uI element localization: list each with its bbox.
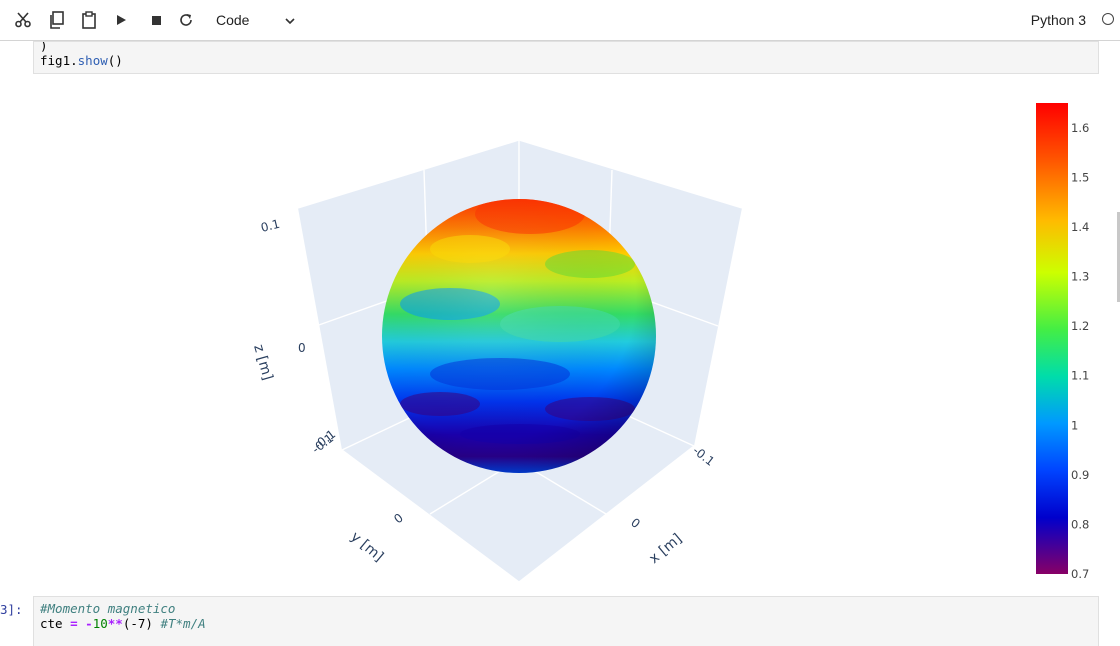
colorbar-ticks: 1.6 1.5 1.4 1.3 1.2 1.1 1 0.9 0.8 0.7: [1071, 121, 1089, 581]
x-axis-title: x [m]: [646, 531, 685, 567]
colorbar-tick-label: 1.1: [1071, 369, 1089, 383]
colorbar-tick-label: 1.2: [1071, 319, 1089, 333]
x-tick-0: 0: [628, 515, 643, 531]
code-minus: -: [85, 616, 93, 631]
code-exp: (-7): [122, 616, 153, 631]
copy-icon[interactable]: [46, 9, 68, 31]
colorbar-tick-label: 0.8: [1071, 517, 1089, 531]
colorbar-tick-label: 0.9: [1071, 468, 1089, 482]
sphere-surface[interactable]: [382, 194, 656, 473]
z-axis-title: z [m]: [250, 343, 275, 382]
colorbar-tick-label: 1.3: [1071, 270, 1089, 284]
code-fragment: ): [40, 42, 48, 53]
code-eq: =: [70, 616, 78, 631]
colorbar-tick-label: 1: [1071, 418, 1078, 432]
cut-icon[interactable]: [12, 9, 34, 31]
paste-icon[interactable]: [78, 9, 100, 31]
code-cell-fig-show[interactable]: ) fig1.show(): [33, 41, 1099, 74]
code-fn: show: [77, 53, 108, 68]
plotly-3d-figure[interactable]: 0.1 0 -0.1 -0.1 0 -0.1 0 z [m] y [m] x […: [0, 74, 1120, 594]
code-unit-comment: #T*m/A: [160, 616, 206, 631]
colorbar-tick-label: 1.4: [1071, 220, 1089, 234]
cell-type-select[interactable]: Code: [208, 8, 300, 32]
run-icon[interactable]: [110, 9, 132, 31]
y-axis-title: y [m]: [347, 529, 386, 565]
stop-icon[interactable]: [145, 9, 167, 31]
kernel-status-icon: [1102, 13, 1114, 25]
y-tick-0: 0: [391, 511, 406, 527]
code-var: cte: [40, 616, 71, 631]
restart-icon[interactable]: [175, 9, 197, 31]
code-pow: **: [107, 616, 123, 631]
chevron-down-icon: [284, 14, 296, 30]
colorbar-tick-label: 1.5: [1071, 170, 1089, 184]
cell-prompt: 3]:: [0, 602, 23, 617]
z-tick-0: 0: [298, 341, 306, 355]
colorbar-tick-label: 1.6: [1071, 121, 1089, 135]
code-num: 10: [92, 616, 108, 631]
notebook-toolbar: Code Python 3: [0, 0, 1120, 41]
colorbar-tick-label: 0.7: [1071, 567, 1089, 581]
code-comment: #Momento magnetico: [40, 601, 176, 616]
kernel-name: Python 3: [1030, 12, 1086, 28]
code-dot: .: [70, 53, 78, 68]
plot-svg: 0.1 0 -0.1 -0.1 0 -0.1 0 z [m] y [m] x […: [250, 103, 1089, 583]
cell-type-label: Code: [216, 12, 250, 28]
code-parens: (): [107, 53, 123, 68]
code-cell-momento[interactable]: #Momento magnetico cte = -10**(-7) #T*m/…: [33, 596, 1099, 646]
colorbar: 1.6 1.5 1.4 1.3 1.2 1.1 1 0.9 0.8 0.7: [1036, 103, 1089, 581]
colorbar-gradient: [1036, 103, 1068, 574]
x-tick-neg0.1: -0.1: [690, 443, 717, 468]
scrollbar[interactable]: [1117, 212, 1120, 302]
code-obj: fig1: [40, 53, 71, 68]
z-tick-0.1: 0.1: [259, 217, 281, 235]
